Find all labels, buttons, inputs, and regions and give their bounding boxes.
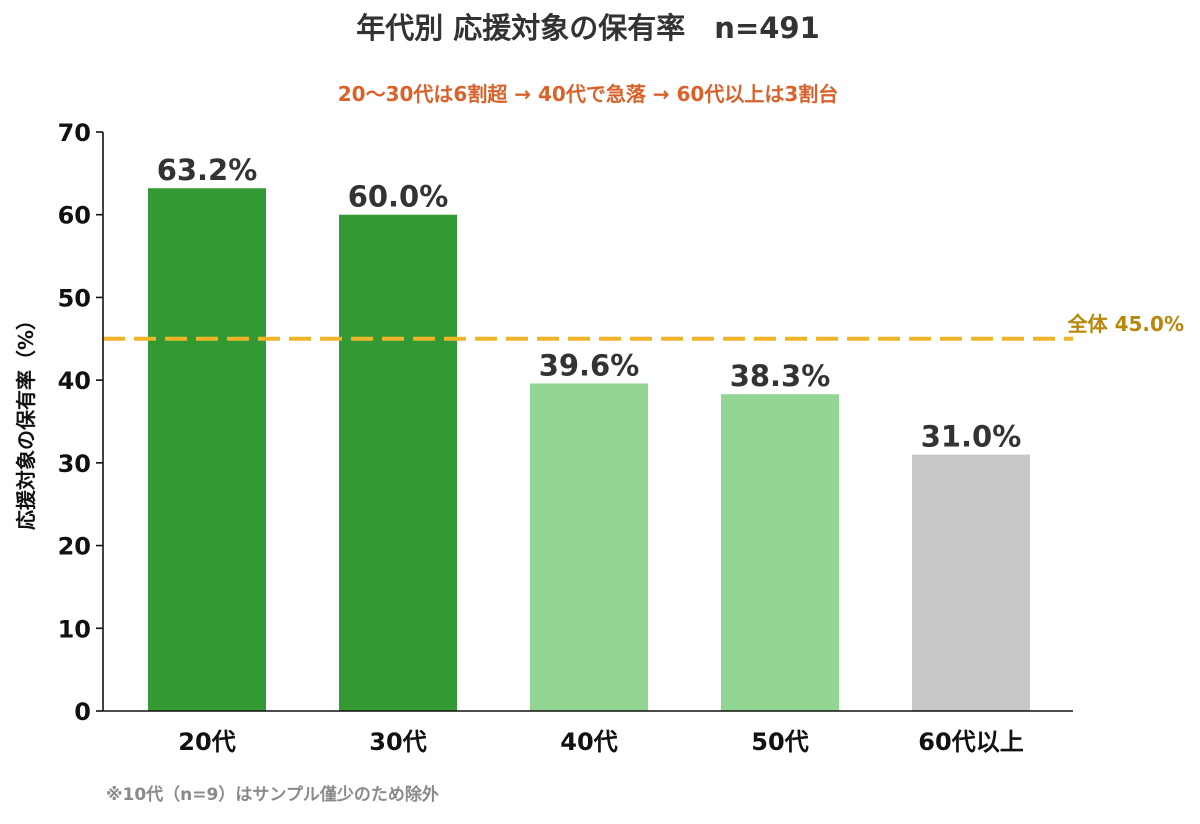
axes-group: 20代 30代 40代 50代 60代以上 0 10 20 30 40 50 60 70 <box>58 119 1073 756</box>
reference-line-label: 全体 45.0% <box>1067 312 1184 336</box>
x-tick-label: 20代 <box>178 728 235 756</box>
y-tick-label: 20 <box>58 533 91 561</box>
y-axis-label: 応援対象の保有率（%） <box>14 310 38 530</box>
bar-40代 <box>530 383 648 711</box>
bar-30代 <box>339 214 457 711</box>
y-tick-label: 40 <box>58 367 91 395</box>
bar-60代以上 <box>912 454 1030 711</box>
x-tick-label: 50代 <box>751 728 808 756</box>
data-label: 31.0% <box>921 420 1022 454</box>
y-tick-label: 60 <box>58 202 91 230</box>
bars-group: 63.2% 60.0% 39.6% 38.3% 31.0% <box>148 153 1030 711</box>
x-tick-label: 40代 <box>560 728 617 756</box>
y-tick-label: 70 <box>58 119 91 147</box>
reference-line-group: 全体 45.0% <box>103 312 1184 341</box>
data-label: 60.0% <box>348 180 449 214</box>
bar-20代 <box>148 188 266 711</box>
data-label: 63.2% <box>157 153 258 187</box>
footnote: ※10代（n=9）はサンプル僅少のため除外 <box>106 784 439 805</box>
x-tick-label: 30代 <box>369 728 426 756</box>
data-label: 38.3% <box>730 359 831 393</box>
y-tick-label: 0 <box>74 698 91 726</box>
chart-subtitle: 20〜30代は6割超 → 40代で急落 → 60代以上は3割台 <box>338 82 839 106</box>
bar-50代 <box>721 394 839 711</box>
y-tick-label: 10 <box>58 615 91 643</box>
y-tick-label: 50 <box>58 284 91 312</box>
chart-title: 年代別 応援対象の保有率 n=491 <box>356 11 820 45</box>
x-tick-label: 60代以上 <box>918 728 1023 756</box>
y-tick-label: 30 <box>58 450 91 478</box>
data-label: 39.6% <box>539 348 640 382</box>
